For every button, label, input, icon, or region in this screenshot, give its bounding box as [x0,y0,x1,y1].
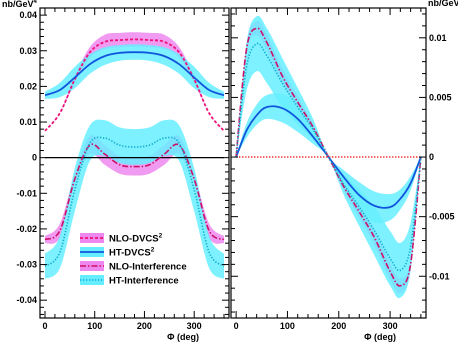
left-y-tick-label: 0.04 [19,10,37,20]
legend-entry-label: HT-DVCS2 [109,247,155,259]
right-panel: 0 100 200 300 -0.01 -0.005 0 0.005 0.01 Φ (deg) nb… [230,0,458,342]
left-band-3 [45,119,224,279]
right-y-tick-label: 0 [429,152,434,162]
left-y-tick-label: 0.01 [19,117,37,127]
left-y-tick-label: -0.01 [16,188,37,198]
left-series-line-2 [44,143,225,241]
left-series-line-0 [44,38,225,132]
right-y-tick-label: -0.005 [429,212,455,222]
right-y-tick-label: 0.01 [429,33,447,43]
right-plot-area [235,15,422,299]
legend-entry-label: NLO-DVCS2 [109,233,163,245]
left-series-line-1 [44,51,225,97]
right-x-tick-label: 0 [234,321,239,331]
right-x-axis-title: Φ (deg) [364,332,396,342]
left-y-tick-label: -0.02 [16,224,37,234]
left-band-1 [45,44,224,99]
left-x-tick-label: 200 [137,321,152,331]
left-y-axis-title: nb/GeV4 [2,0,38,9]
left-x-tick-label: 100 [87,321,102,331]
right-y-tick-label: 0.005 [429,92,452,102]
right-y-axis-title: nb/GeV4 [428,0,458,8]
left-y-tick-label: 0.02 [19,81,37,91]
right-x-tick-label: 200 [331,321,346,331]
legend-entry-label: HT-Interference [109,276,179,287]
right-x-tick-label: 300 [383,321,398,331]
left-x-tick-label: 0 [42,321,47,331]
right-y-tick-label: -0.01 [429,271,450,281]
left-plot-area [44,32,225,279]
legend-entry-label: NLO-Interference [109,262,187,273]
left-y-tick-label: -0.04 [16,295,37,305]
left-y-tick-label: 0.03 [19,46,37,56]
left-y-tick-label: -0.03 [16,260,37,270]
left-x-tick-label: 300 [187,321,202,331]
right-band-3 [236,15,421,299]
left-x-axis-title: Φ (deg) [167,332,199,342]
left-panel: 0 100 200 300 -0.04 -0.03 -0.02 -0.01 0 0.01 0.02 0… [2,0,230,342]
right-x-tick-label: 100 [280,321,295,331]
left-series-line-3 [44,136,225,267]
left-y-tick-label: 0 [32,153,37,163]
right-series-line-3 [235,42,422,272]
